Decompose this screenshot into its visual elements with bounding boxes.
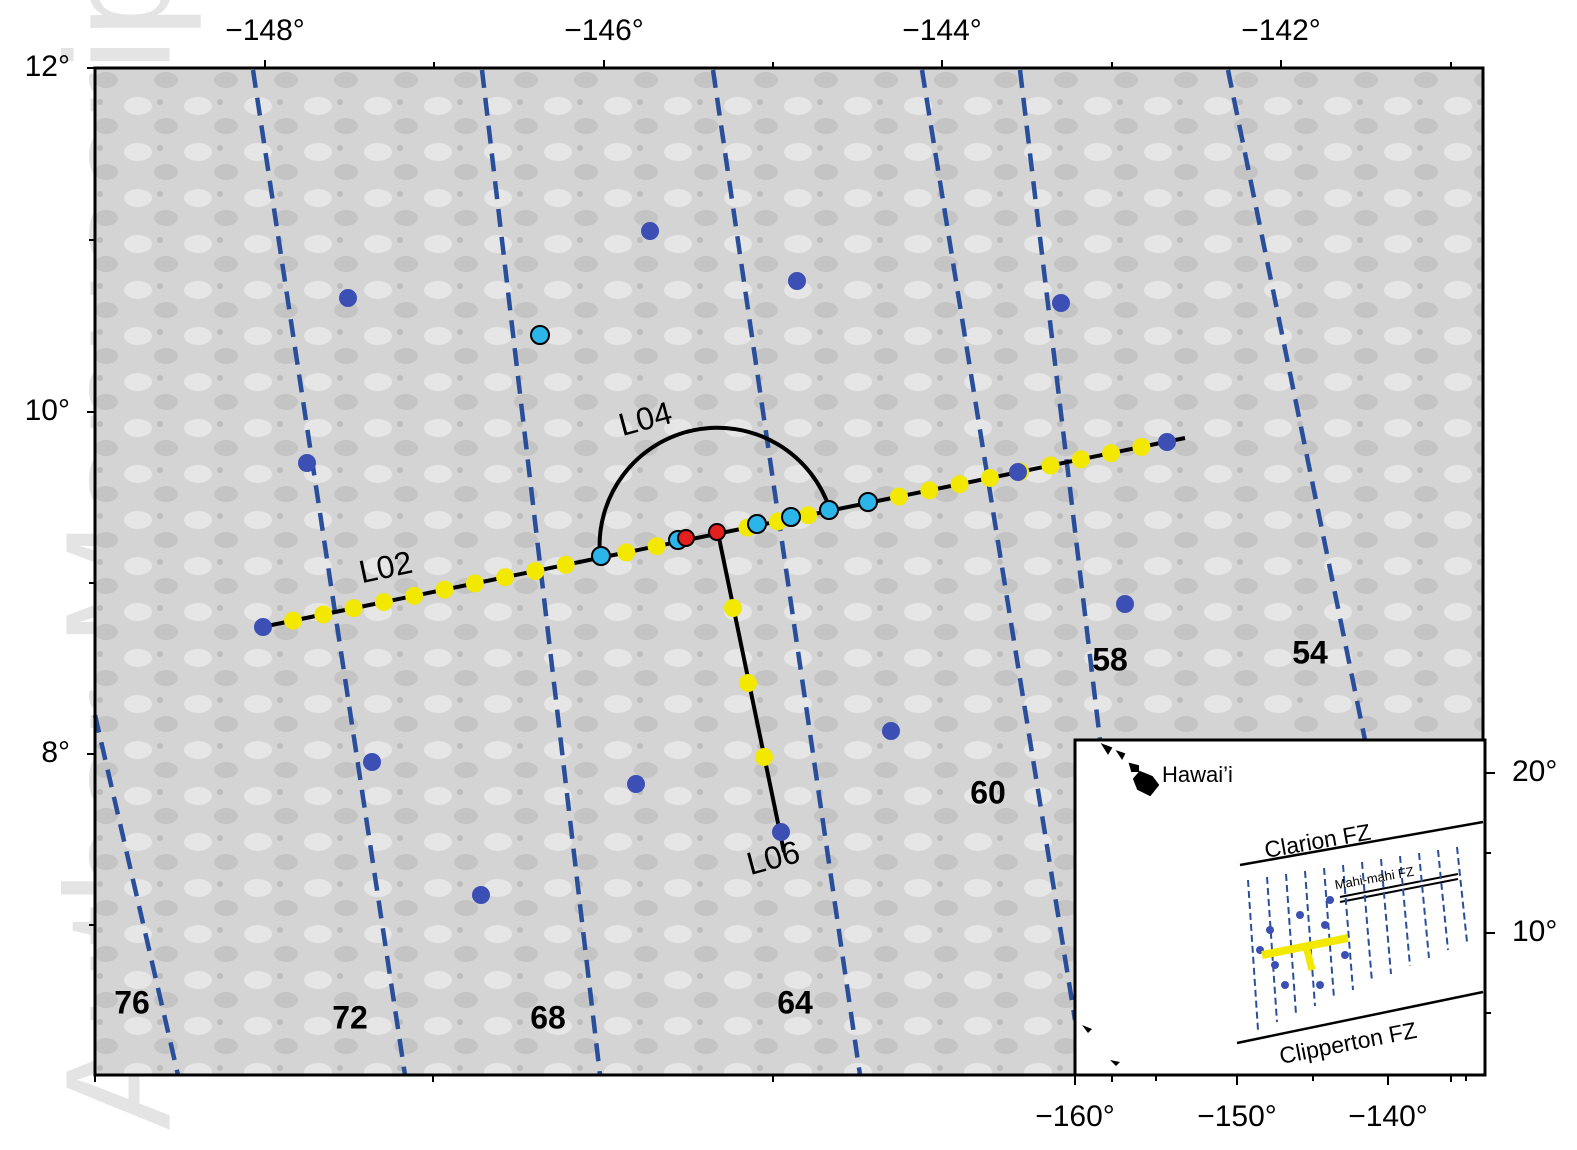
station — [739, 674, 757, 692]
station — [1158, 433, 1176, 451]
lon-tick-label: −148° — [225, 14, 305, 47]
isochron-label: 58 — [1092, 641, 1128, 677]
inset-station — [1316, 981, 1324, 989]
station — [859, 493, 877, 511]
inset-lon-label: −140° — [1348, 1100, 1428, 1133]
station — [375, 593, 393, 611]
station — [298, 454, 316, 472]
station — [345, 599, 363, 617]
station — [748, 515, 766, 533]
station — [592, 547, 610, 565]
station — [782, 508, 800, 526]
station — [436, 581, 454, 599]
station — [641, 222, 659, 240]
station — [627, 775, 645, 793]
lon-tick-label: −144° — [902, 14, 982, 47]
station — [526, 562, 544, 580]
isochron-label: 54 — [1292, 634, 1328, 670]
station — [951, 475, 969, 493]
lat-tick-label: 12° — [25, 50, 70, 83]
station — [1116, 595, 1134, 613]
station — [709, 524, 725, 540]
inset-frame — [1075, 740, 1485, 1075]
station — [799, 506, 817, 524]
station — [820, 501, 838, 519]
station — [981, 469, 999, 487]
inset-label: Hawai’i — [1162, 762, 1233, 787]
map-figure: Author Manuscript 76726864605854 L02L04L… — [0, 0, 1577, 1150]
isochron-label: 68 — [530, 999, 566, 1035]
station — [254, 618, 272, 636]
station — [557, 556, 575, 574]
inset-lon-label: −150° — [1197, 1100, 1277, 1133]
station — [363, 753, 381, 771]
station — [314, 605, 332, 623]
station — [284, 612, 302, 630]
station — [496, 568, 514, 586]
inset-station — [1271, 961, 1279, 969]
station — [1009, 463, 1027, 481]
isochron-label: 60 — [970, 774, 1006, 810]
isochron-label: 72 — [332, 999, 368, 1035]
station — [466, 574, 484, 592]
station — [405, 587, 423, 605]
station — [531, 326, 549, 344]
inset-station — [1341, 951, 1349, 959]
station — [882, 722, 900, 740]
station — [772, 823, 790, 841]
station — [755, 748, 773, 766]
station — [1132, 438, 1150, 456]
inset-station — [1326, 896, 1334, 904]
station — [1072, 450, 1090, 468]
inset-map: Hawai’i Clarion FZ Mahi-mahi FZ Clippert… — [1075, 740, 1485, 1075]
station — [472, 886, 490, 904]
station — [788, 272, 806, 290]
inset-lon-label: −160° — [1035, 1100, 1115, 1133]
inset-station — [1296, 911, 1304, 919]
station — [339, 289, 357, 307]
station — [890, 488, 908, 506]
inset-lat-label: 10° — [1512, 915, 1557, 948]
inset-lat-label: 20° — [1512, 755, 1557, 788]
station — [724, 599, 742, 617]
isochron-label: 76 — [114, 984, 150, 1020]
lat-tick-label: 8° — [41, 736, 70, 769]
station — [1042, 457, 1060, 475]
lat-tick-label: 10° — [25, 394, 70, 427]
station — [678, 530, 694, 546]
station — [1052, 294, 1070, 312]
station — [648, 537, 666, 555]
station — [617, 543, 635, 561]
inset-station — [1266, 926, 1274, 934]
station — [920, 481, 938, 499]
station — [1102, 444, 1120, 462]
lon-tick-label: −146° — [564, 14, 644, 47]
isochron-label: 64 — [777, 984, 813, 1020]
inset-station — [1281, 981, 1289, 989]
lon-tick-label: −142° — [1241, 14, 1321, 47]
inset-station — [1321, 921, 1329, 929]
